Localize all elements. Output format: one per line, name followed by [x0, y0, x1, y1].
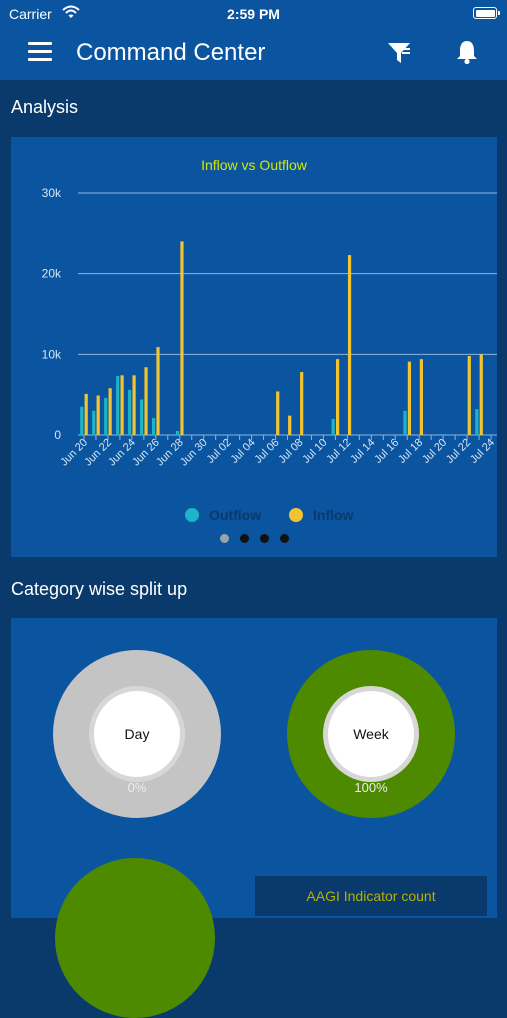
- x-tick-label: Jul 06: [252, 437, 281, 466]
- wifi-icon: [62, 5, 80, 22]
- bar-inflow: [300, 372, 304, 435]
- x-tick-label: Jul 18: [396, 437, 425, 466]
- bar-outflow: [92, 410, 96, 435]
- bar-outflow: [403, 410, 407, 435]
- status-bar: Carrier 2:59 PM: [0, 0, 507, 28]
- bell-icon[interactable]: [455, 39, 479, 70]
- legend-dot-inflow: [289, 508, 303, 522]
- bar-inflow: [120, 375, 124, 435]
- x-tick-label: Jul 22: [444, 437, 473, 466]
- donut-day-label: Day: [94, 691, 180, 777]
- x-tick-label: Jul 14: [348, 437, 377, 466]
- page-title: Command Center: [76, 39, 266, 66]
- aagi-indicator-card-title[interactable]: AAGI Indicator count: [255, 876, 487, 916]
- chart-title: Inflow vs Outflow: [201, 157, 307, 173]
- y-tick-label: 30k: [42, 186, 62, 200]
- funnel-filter-icon[interactable]: [386, 40, 412, 71]
- x-tick-label: Jun 30: [178, 437, 210, 469]
- analysis-card: Inflow vs Outflow 0 10k 20k 30k Jun 20 Jun 22…: [11, 137, 497, 557]
- donut-month-partial[interactable]: [55, 858, 215, 1018]
- bar-inflow: [479, 354, 483, 435]
- bar-inflow: [335, 359, 340, 435]
- nav-bar: Command Center: [0, 28, 507, 80]
- bar-outflow: [331, 418, 335, 435]
- donut-day-percent: 0%: [127, 780, 147, 795]
- bar-inflow: [467, 355, 471, 435]
- bar-inflow: [419, 359, 423, 435]
- x-tick-label: Jul 10: [300, 437, 329, 466]
- chart-legend: Outflow Inflow: [11, 507, 497, 527]
- category-heading: Category wise split up: [11, 579, 188, 599]
- x-tick-label: Jul 02: [205, 437, 234, 466]
- bar-outflow: [140, 399, 144, 435]
- bar-outflow: [128, 389, 132, 435]
- analysis-heading: Analysis: [11, 97, 79, 117]
- x-tick-label: Jul 12: [324, 437, 353, 466]
- y-tick-label: 0: [54, 428, 61, 442]
- bar-inflow: [96, 395, 100, 435]
- y-tick-label: 10k: [42, 347, 62, 361]
- legend-label-outflow: Outflow: [209, 507, 262, 523]
- x-tick-label: Jul 20: [420, 437, 449, 466]
- x-tick-label: Jul 16: [372, 437, 401, 466]
- bar-inflow: [180, 241, 184, 435]
- bar-inflow: [276, 391, 280, 435]
- donut-day[interactable]: Day 0%: [53, 650, 221, 818]
- bar-outflow: [175, 430, 180, 435]
- legend-label-inflow: Inflow: [313, 507, 354, 523]
- bar-inflow: [132, 375, 136, 435]
- legend-dot-outflow: [185, 508, 199, 522]
- x-tick-label: Jul 04: [228, 437, 257, 466]
- bar-inflow: [144, 367, 148, 435]
- bar-outflow: [475, 409, 479, 435]
- category-card: Day 0% Week 100%: [11, 618, 497, 1018]
- page-dot-3[interactable]: [260, 534, 269, 543]
- y-tick-label: 20k: [42, 267, 62, 281]
- x-tick-label: Jul 08: [276, 437, 305, 466]
- clock: 2:59 PM: [227, 6, 280, 22]
- bar-outflow: [152, 418, 156, 435]
- bar-inflow: [108, 388, 112, 435]
- bar-inflow: [288, 415, 292, 435]
- bar-outflow: [104, 397, 108, 435]
- bar-inflow: [156, 347, 160, 435]
- battery-icon: [473, 7, 500, 19]
- donut-week-ring: Week 100%: [287, 650, 455, 818]
- bar-inflow: [407, 361, 412, 435]
- donut-week-percent: 100%: [354, 780, 388, 795]
- bar-inflow: [84, 393, 88, 435]
- donut-week-label: Week: [328, 691, 414, 777]
- x-tick-label: Jul 24: [468, 437, 497, 466]
- page-indicator[interactable]: [11, 534, 497, 544]
- donut-week[interactable]: Week 100%: [287, 650, 455, 818]
- carrier-label: Carrier: [9, 6, 52, 22]
- donut-day-ring: Day 0%: [53, 650, 221, 818]
- bar-outflow: [80, 406, 84, 435]
- page-dot-1[interactable]: [220, 534, 229, 543]
- page-dot-2[interactable]: [240, 534, 249, 543]
- bar-inflow: [347, 255, 352, 435]
- hamburger-menu-icon[interactable]: [28, 42, 52, 62]
- bar-outflow: [116, 376, 120, 435]
- page-dot-4[interactable]: [280, 534, 289, 543]
